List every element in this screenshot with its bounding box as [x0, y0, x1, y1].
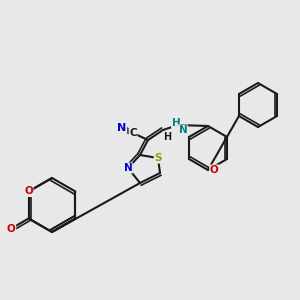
Text: O: O [24, 187, 33, 196]
Text: O: O [7, 224, 16, 233]
Text: N: N [117, 123, 127, 133]
Text: O: O [210, 165, 218, 175]
Text: H: H [163, 132, 171, 142]
Text: H: H [172, 118, 180, 128]
Text: N: N [178, 125, 188, 135]
Text: S: S [154, 153, 162, 163]
Text: N: N [124, 163, 132, 173]
Text: C: C [129, 128, 137, 138]
